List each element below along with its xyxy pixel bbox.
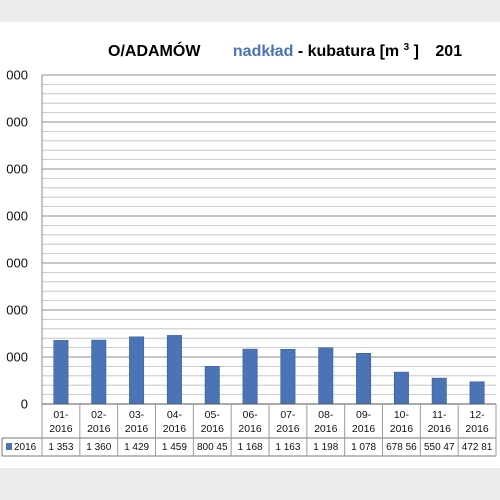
bar (242, 348, 258, 405)
data-value-label: 678 56 (386, 442, 417, 453)
grid (41, 74, 496, 456)
chart-title-highlight: nadkład (233, 43, 293, 60)
category-label-line1: 02- (91, 409, 107, 421)
bar (53, 340, 69, 405)
chart-title: O/ADAMÓW nadkład - kubatura [m 3 ] 201 (108, 37, 462, 60)
chart-title-rest: - kubatura [m (298, 43, 399, 60)
data-value-label: 1 168 (238, 442, 263, 453)
legend-swatch (6, 443, 12, 450)
category-label-line1: 03- (129, 409, 145, 421)
data-value-label: 1 163 (275, 442, 300, 453)
data-value-label: 1 429 (124, 442, 149, 453)
bar (469, 381, 485, 405)
bar (280, 349, 296, 405)
category-label-line1: 01- (53, 409, 69, 421)
y-tick-label: 000 (6, 256, 28, 271)
bar (318, 347, 334, 405)
data-value-label: 472 81 (462, 442, 493, 453)
y-tick-label: 000 (6, 162, 28, 177)
category-label-line2: 2016 (238, 423, 262, 435)
category-label-line1: 05- (205, 409, 221, 421)
bar (356, 353, 372, 405)
bar (129, 336, 145, 405)
data-value-label: 800 45 (197, 442, 228, 453)
data-value-label: 550 47 (424, 442, 455, 453)
bar (393, 371, 409, 405)
bar-chart: O/ADAMÓW nadkład - kubatura [m 3 ] 201 0… (1, 37, 497, 457)
category-label-line1: 04- (167, 409, 183, 421)
y-tick-label: 0 (21, 397, 28, 412)
data-value-label: 1 353 (48, 442, 73, 453)
category-label-line2: 2016 (49, 423, 73, 435)
bar (204, 366, 220, 405)
data-value-label: 1 198 (313, 442, 338, 453)
category-label-line1: 06- (242, 409, 258, 421)
data-value-label: 1 078 (351, 442, 376, 453)
data-value-label: 1 360 (86, 442, 111, 453)
legend-series-name: 2016 (14, 442, 37, 453)
chart-title-location: O/ADAMÓW (108, 41, 201, 60)
category-label-line2: 2016 (276, 423, 300, 435)
category-label-line2: 2016 (352, 423, 376, 435)
chart-title-superscript: 3 (404, 42, 410, 53)
chart-title-close: ] (414, 43, 419, 60)
y-tick-label: 000 (6, 209, 28, 224)
category-label-line2: 2016 (125, 423, 149, 435)
y-tick-label: 000 (6, 115, 28, 130)
y-tick-label: 000 (6, 303, 28, 318)
category-label-line1: 07- (280, 409, 296, 421)
category-label-line1: 11- (432, 409, 447, 421)
category-label-line1: 08- (318, 409, 334, 421)
category-label-line1: 09- (356, 409, 372, 421)
category-label-line1: 10- (394, 409, 410, 421)
chart-title-year: 201 (435, 43, 462, 60)
chart-frame: O/ADAMÓW nadkład - kubatura [m 3 ] 201 0… (0, 22, 500, 468)
bars (53, 335, 485, 405)
category-label-line2: 2016 (87, 423, 111, 435)
y-tick-label: 000 (6, 68, 28, 83)
bar (431, 377, 447, 405)
bar (166, 335, 182, 405)
category-label-line2: 2016 (201, 423, 225, 435)
category-label-line1: 12- (469, 409, 485, 421)
category-label-line2: 2016 (163, 423, 187, 435)
category-label-line2: 2016 (465, 423, 489, 435)
bar (91, 339, 107, 405)
y-tick-label: 000 (6, 350, 28, 365)
category-label-line2: 2016 (390, 423, 414, 435)
data-table: 01- 2016 02- 2016 03- 2016 04- 2016 05- 2016 06- 20… (1, 403, 497, 457)
category-label-line2: 2016 (428, 423, 452, 435)
data-value-label: 1 459 (162, 442, 187, 453)
category-label-line2: 2016 (314, 423, 338, 435)
